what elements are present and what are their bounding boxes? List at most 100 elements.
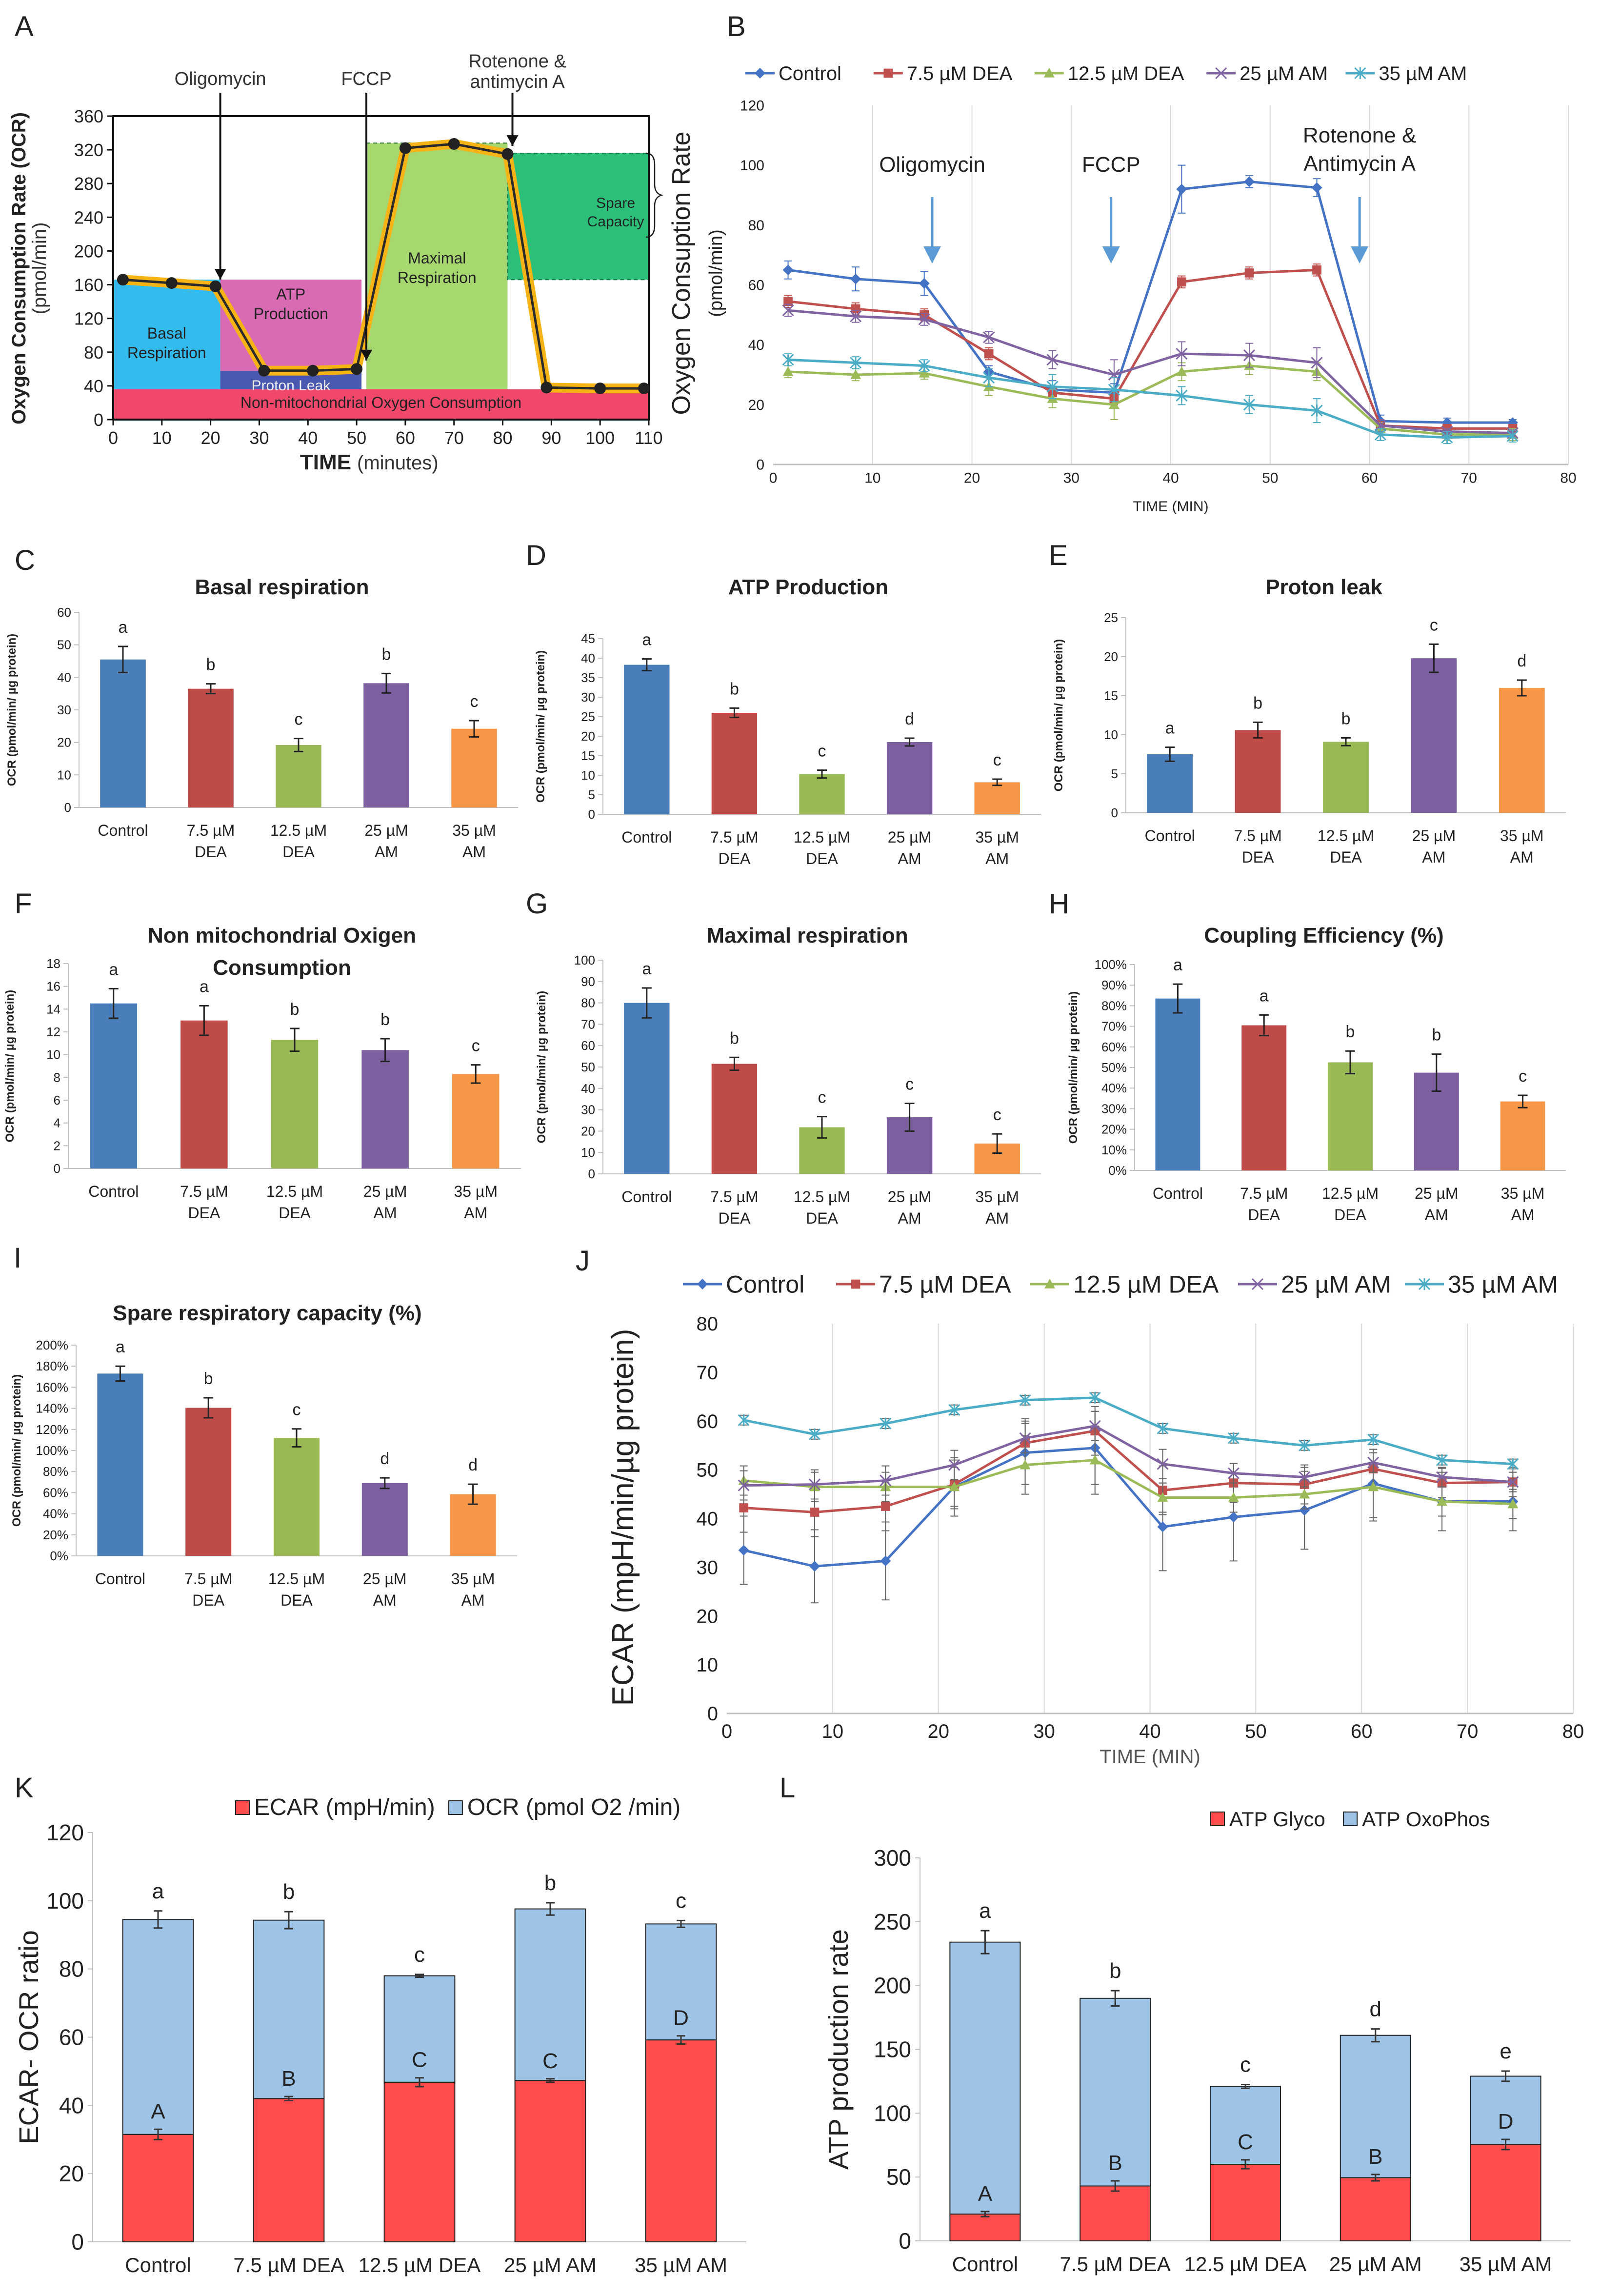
data-point: [1176, 348, 1188, 360]
bar-group: c 35 µM AM: [451, 692, 497, 861]
y-tick-label: 50: [886, 2164, 911, 2190]
data-point: [1299, 1439, 1311, 1451]
y-tick-label: 20: [697, 1606, 719, 1627]
bar-group: b 25 µM AM: [363, 645, 409, 861]
label-atp: Production: [254, 305, 328, 322]
x-tick-label: 10: [152, 428, 172, 448]
y-tick-label: 20: [1104, 649, 1118, 664]
category-label: 35 µM: [454, 1183, 498, 1200]
y-tick-label: 10: [697, 1654, 719, 1676]
category-label: 25 µM: [888, 1188, 932, 1206]
stacked-bar-group: Cb 25 µM AM: [504, 1871, 597, 2276]
category-label: DEA: [188, 1204, 220, 1222]
bar: [1155, 998, 1200, 1170]
y-tick-label: 360: [74, 106, 103, 126]
category-label: DEA: [280, 1591, 313, 1609]
category-label: Control: [95, 1570, 145, 1588]
x-tick-label: 0: [721, 1721, 732, 1742]
significance-letter: C: [412, 2048, 427, 2072]
y-tick-label: 80%: [1101, 998, 1127, 1013]
label-spare: Capacity: [587, 214, 644, 230]
legend-label: ECAR (mpH/min): [254, 1794, 435, 1820]
data-point: [782, 366, 794, 376]
y-tick-label: 120: [74, 309, 103, 329]
series-line: [788, 358, 1513, 439]
bar: [90, 1003, 138, 1168]
panel-f: F Non mitochondrial Oxigen Consumption 0 2 4 6…: [3, 888, 521, 1222]
x-tick-label: 10: [864, 470, 880, 486]
marker-stroke: [738, 1479, 750, 1491]
y-tick-label: 5: [1111, 766, 1118, 781]
y-axis-title: OCR (pmol/min/ µg protein): [5, 634, 19, 786]
bar-group: a Control: [88, 960, 139, 1200]
data-point: [1089, 1454, 1100, 1465]
data-point: [1176, 183, 1187, 195]
y-tick-label: 100%: [1095, 957, 1127, 972]
significance-letter: a: [119, 618, 128, 637]
bar-top: [949, 1941, 1021, 2215]
bar: [624, 665, 670, 814]
y-tick-label: 20: [748, 397, 764, 413]
bar-group: c 25 µM AM: [1411, 616, 1457, 866]
data-point: [1157, 1492, 1168, 1502]
chart-title: Non mitochondrial Oxigen: [148, 924, 416, 947]
data-point: [1089, 1420, 1101, 1432]
bar-bottom: [1209, 2164, 1281, 2241]
ocr-point: [351, 363, 363, 375]
injection-arrowhead: [923, 246, 941, 263]
injection-label: antimycin A: [470, 72, 565, 92]
x-tick-label: 100: [585, 428, 615, 448]
y-tick-label: 15: [1104, 688, 1118, 703]
bar-group: c 12.5 µM DEA: [270, 710, 327, 861]
chart-title: Spare respiratory capacity (%): [113, 1301, 421, 1325]
panel-label-j: J: [576, 1245, 590, 1277]
data-point: [782, 264, 794, 276]
legend-label: Control: [779, 63, 841, 84]
bar-top: [514, 1908, 586, 2081]
y-axis-title: ECAR (mpH/min/µg protein): [606, 1329, 640, 1706]
panel-j: J 0 10 20 30 40 50 60 70 80 0 10 20 30 40 50 60 70 80 Contr…: [576, 1245, 1584, 1768]
data-point: [1374, 428, 1386, 441]
region-maximal: [366, 143, 508, 389]
x-tick-label: 90: [541, 428, 561, 448]
x-tick-label: 110: [635, 428, 662, 448]
ocr-point: [209, 281, 221, 293]
marker-stroke: [1157, 1458, 1169, 1470]
y-tick-label: 0: [899, 2228, 911, 2254]
series-line: [743, 1425, 1513, 1487]
category-label: 35 µM: [1500, 827, 1544, 845]
y-tick-label: 2: [54, 1138, 60, 1153]
bar: [452, 1074, 500, 1168]
y-tick-label: 35: [581, 670, 595, 685]
category-label: 25 µM: [1415, 1185, 1459, 1202]
data-point: [1506, 430, 1519, 442]
bar-group: b 25 µM AM: [361, 1010, 409, 1222]
category-label: 35 µM AM: [1460, 2253, 1552, 2276]
category-label: DEA: [719, 850, 751, 867]
legend-marker: [1215, 67, 1227, 80]
series-line: [788, 268, 1513, 430]
panel-label-b: B: [727, 11, 746, 42]
panel-g: G Maximal respiration 0 10 20 30 40 50 60 70 80 90 1…: [526, 888, 1041, 1227]
bar-group: d 35 µM AM: [1499, 652, 1545, 866]
marker-stroke: [1215, 67, 1227, 80]
significance-letter: a: [116, 1338, 125, 1356]
bar-bottom: [514, 2080, 586, 2242]
marker-stroke: [880, 1474, 892, 1487]
data-point: [983, 331, 995, 343]
significance-letter: b: [544, 1871, 556, 1895]
category-label: DEA: [1242, 848, 1274, 866]
y-tick-label: 320: [74, 140, 103, 160]
legend-marker: [1043, 68, 1055, 78]
chart-title: Basal respiration: [195, 575, 369, 599]
data-point: [1157, 1458, 1169, 1470]
y-tick-label: 0: [588, 1167, 595, 1181]
bar-group: c 35 µM AM: [452, 1037, 500, 1222]
y-tick-label: 0: [64, 800, 71, 815]
data-point: [783, 297, 793, 306]
data-point: [1367, 1456, 1380, 1469]
series-line: [743, 1447, 1513, 1568]
category-label: 12.5 µM: [794, 1188, 850, 1206]
data-point: [1441, 431, 1453, 443]
